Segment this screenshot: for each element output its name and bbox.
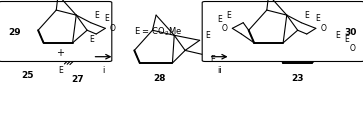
Text: 28: 28: [154, 74, 166, 83]
Text: +: +: [56, 48, 64, 58]
Text: i: i: [102, 66, 105, 75]
Text: E: E: [205, 31, 210, 40]
Text: E = CO$_2$Me: E = CO$_2$Me: [134, 25, 182, 38]
Text: E: E: [344, 35, 349, 44]
Text: O: O: [349, 44, 355, 53]
Text: E: E: [217, 15, 222, 24]
Text: O: O: [320, 24, 326, 33]
FancyBboxPatch shape: [202, 2, 363, 61]
Text: E: E: [210, 55, 215, 64]
Text: 29: 29: [8, 28, 21, 37]
Text: 30: 30: [344, 28, 356, 37]
Text: E: E: [315, 14, 320, 23]
Text: E: E: [105, 14, 110, 23]
Text: ii: ii: [217, 66, 222, 75]
Text: O: O: [110, 24, 115, 33]
FancyBboxPatch shape: [0, 2, 112, 61]
Text: O: O: [222, 24, 228, 33]
Text: 23: 23: [291, 74, 304, 83]
Text: E: E: [226, 11, 231, 20]
Text: E: E: [58, 66, 63, 75]
Text: 25: 25: [21, 71, 33, 80]
Text: E: E: [94, 11, 99, 20]
Text: E: E: [304, 11, 309, 20]
Text: 27: 27: [72, 75, 84, 84]
Text: E: E: [335, 31, 340, 40]
Text: E: E: [89, 35, 94, 44]
